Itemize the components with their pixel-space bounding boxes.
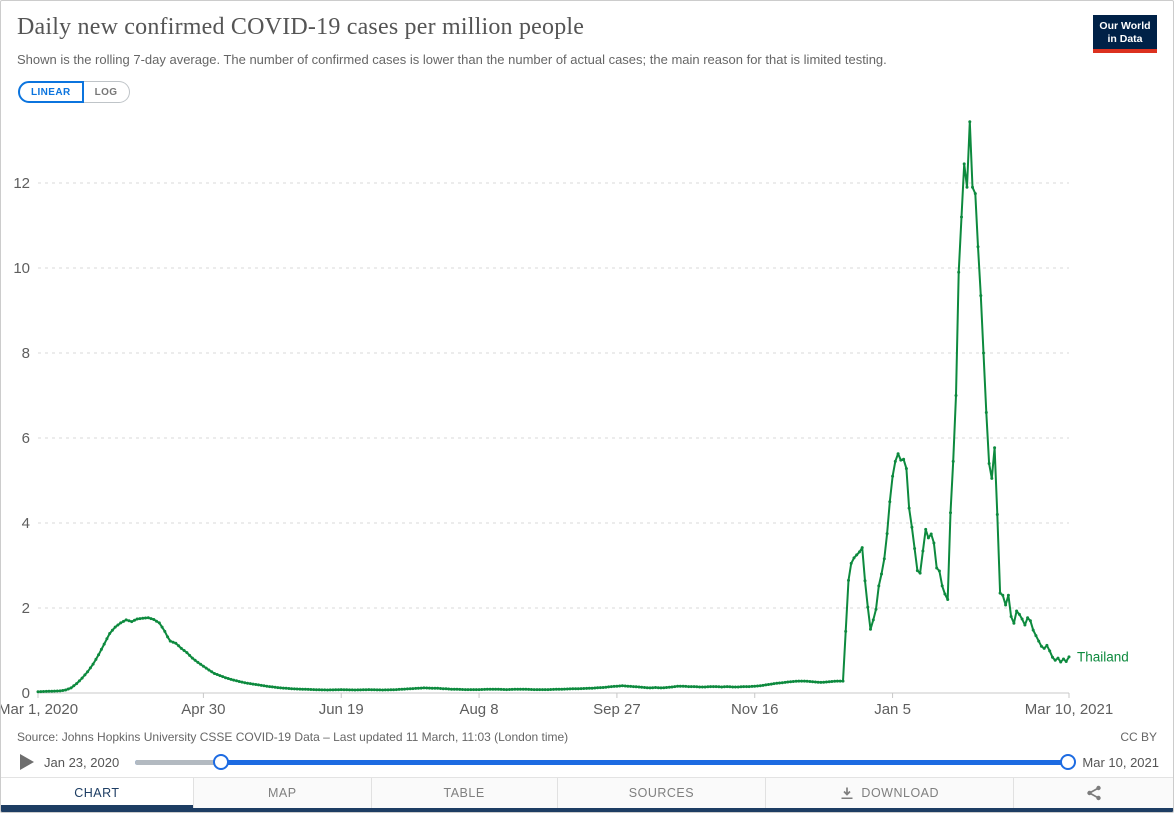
tab-chart[interactable]: CHART bbox=[1, 778, 194, 808]
timeline-end-handle[interactable] bbox=[1060, 754, 1077, 770]
svg-text:Jun 19: Jun 19 bbox=[319, 701, 364, 718]
owid-logo-line2: in Data bbox=[1107, 33, 1143, 46]
source-text: Source: Johns Hopkins University CSSE CO… bbox=[17, 730, 569, 744]
play-button[interactable] bbox=[19, 754, 34, 770]
page-title: Daily new confirmed COVID-19 cases per m… bbox=[17, 14, 585, 40]
linear-scale-button[interactable]: LINEAR bbox=[18, 81, 84, 103]
svg-text:Jan 5: Jan 5 bbox=[874, 701, 911, 718]
svg-text:12: 12 bbox=[13, 175, 30, 192]
svg-text:Apr 30: Apr 30 bbox=[181, 701, 225, 718]
tab-share[interactable] bbox=[1014, 778, 1173, 808]
license-link[interactable]: CC BY bbox=[1120, 730, 1157, 744]
svg-text:4: 4 bbox=[22, 515, 30, 532]
chart-subtitle: Shown is the rolling 7-day average. The … bbox=[17, 52, 887, 67]
log-scale-button[interactable]: LOG bbox=[83, 81, 130, 103]
timeline-end-label[interactable]: Mar 10, 2021 bbox=[1082, 754, 1159, 770]
svg-text:Sep 27: Sep 27 bbox=[593, 701, 641, 718]
timeline-track-unselected bbox=[135, 759, 222, 765]
svg-text:2: 2 bbox=[22, 600, 30, 617]
svg-text:10: 10 bbox=[13, 260, 30, 277]
timeline-start-label[interactable]: Jan 23, 2020 bbox=[44, 754, 120, 770]
footer-tabs: CHART MAP TABLE SOURCES DOWNLOAD bbox=[1, 777, 1173, 808]
svg-text:Mar 1, 2020: Mar 1, 2020 bbox=[1, 701, 78, 718]
source-row: Source: Johns Hopkins University CSSE CO… bbox=[17, 730, 1157, 744]
tab-sources[interactable]: SOURCES bbox=[557, 778, 767, 808]
svg-text:Mar 10, 2021: Mar 10, 2021 bbox=[1025, 701, 1113, 718]
svg-text:6: 6 bbox=[22, 430, 30, 447]
tab-table[interactable]: TABLE bbox=[371, 778, 558, 808]
owid-logo-line1: Our World bbox=[1099, 20, 1151, 32]
owid-logo[interactable]: Our World in Data bbox=[1093, 15, 1157, 54]
download-icon bbox=[841, 787, 853, 799]
svg-text:Thailand: Thailand bbox=[1077, 649, 1129, 664]
svg-text:Nov 16: Nov 16 bbox=[731, 701, 779, 718]
svg-text:8: 8 bbox=[22, 345, 30, 362]
timeline-track[interactable] bbox=[135, 754, 1077, 770]
share-icon bbox=[1086, 785, 1101, 801]
svg-text:0: 0 bbox=[22, 685, 30, 702]
tab-download[interactable]: DOWNLOAD bbox=[766, 778, 1015, 808]
scale-toggle: LINEAR LOG bbox=[18, 81, 130, 103]
timeline-start-handle[interactable] bbox=[213, 754, 230, 770]
bottom-accent-bar bbox=[1, 808, 1173, 812]
timeline: Jan 23, 2020 Mar 10, 2021 bbox=[19, 750, 1159, 774]
tab-map[interactable]: MAP bbox=[193, 778, 372, 808]
svg-text:Aug 8: Aug 8 bbox=[459, 701, 498, 718]
